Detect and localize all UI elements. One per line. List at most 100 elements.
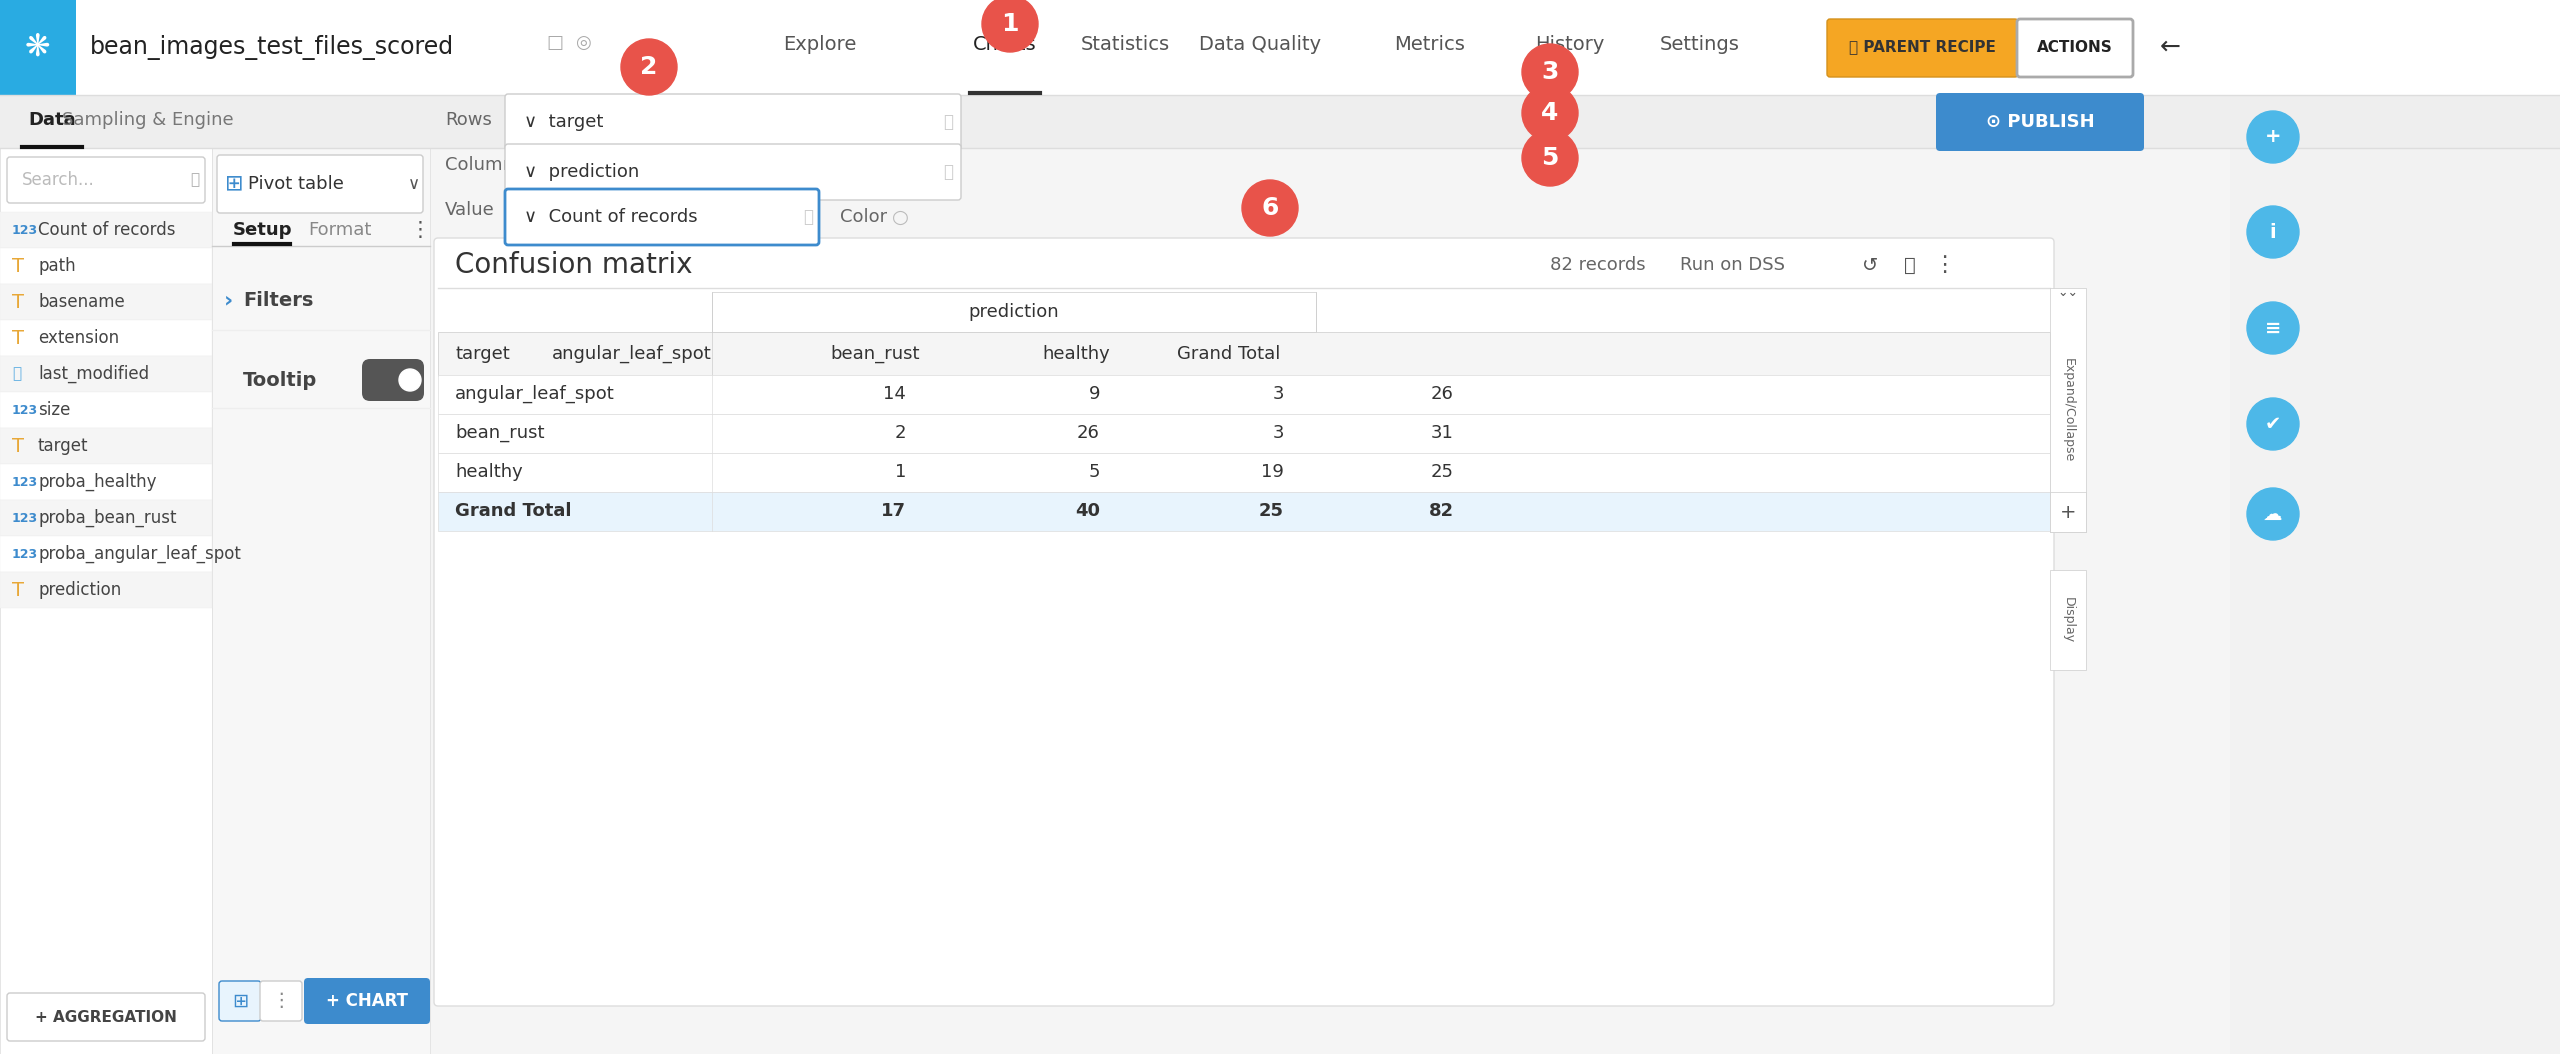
- Text: basename: basename: [38, 293, 125, 311]
- Text: proba_angular_leaf_spot: proba_angular_leaf_spot: [38, 545, 241, 563]
- FancyBboxPatch shape: [430, 95, 2230, 1054]
- Text: 82: 82: [1428, 502, 1454, 520]
- Text: ⭐ PARENT RECIPE: ⭐ PARENT RECIPE: [1848, 39, 1994, 55]
- Circle shape: [2248, 206, 2299, 258]
- Text: 2: 2: [640, 55, 658, 79]
- Text: Search...: Search...: [23, 171, 95, 189]
- FancyBboxPatch shape: [1828, 19, 2017, 77]
- Text: 🗑: 🗑: [804, 208, 814, 226]
- FancyBboxPatch shape: [2051, 570, 2086, 670]
- Text: ACTIONS: ACTIONS: [2038, 39, 2112, 55]
- Text: Confusion matrix: Confusion matrix: [456, 251, 694, 279]
- Text: proba_bean_rust: proba_bean_rust: [38, 509, 177, 527]
- FancyBboxPatch shape: [0, 572, 212, 608]
- Text: 25: 25: [1260, 502, 1285, 520]
- FancyBboxPatch shape: [8, 993, 205, 1041]
- Text: ⊞: ⊞: [233, 992, 248, 1011]
- Text: Grand Total: Grand Total: [1178, 345, 1280, 363]
- Text: Run on DSS: Run on DSS: [1679, 256, 1784, 274]
- Text: proba_healthy: proba_healthy: [38, 473, 156, 491]
- Text: T: T: [13, 436, 23, 455]
- FancyBboxPatch shape: [0, 248, 212, 284]
- Text: Sampling & Engine: Sampling & Engine: [61, 111, 233, 129]
- FancyBboxPatch shape: [8, 157, 205, 203]
- Text: healthy: healthy: [1042, 345, 1111, 363]
- Text: ⋮: ⋮: [410, 220, 430, 240]
- Circle shape: [2248, 111, 2299, 163]
- FancyBboxPatch shape: [0, 0, 2560, 95]
- Text: 5: 5: [1088, 463, 1101, 481]
- FancyBboxPatch shape: [261, 981, 302, 1021]
- Circle shape: [2248, 398, 2299, 450]
- Text: Tooltip: Tooltip: [243, 371, 317, 390]
- Circle shape: [1242, 180, 1298, 236]
- Text: ⋮: ⋮: [271, 992, 292, 1011]
- FancyBboxPatch shape: [712, 292, 1316, 332]
- Circle shape: [983, 0, 1037, 52]
- FancyBboxPatch shape: [438, 332, 2051, 376]
- Text: ∨  Count of records: ∨ Count of records: [525, 208, 699, 226]
- Text: prediction: prediction: [968, 302, 1060, 321]
- Text: Display: Display: [2061, 597, 2074, 643]
- Text: Data Quality: Data Quality: [1198, 36, 1321, 55]
- FancyBboxPatch shape: [220, 981, 261, 1021]
- Text: History: History: [1536, 36, 1605, 55]
- Text: ◎: ◎: [576, 34, 591, 52]
- Text: ⌄⌄: ⌄⌄: [2058, 286, 2079, 298]
- Text: i: i: [2271, 222, 2276, 241]
- FancyBboxPatch shape: [504, 94, 960, 150]
- Text: angular_leaf_spot: angular_leaf_spot: [553, 345, 712, 364]
- Text: Count of records: Count of records: [38, 221, 177, 239]
- Text: Charts: Charts: [973, 36, 1037, 55]
- FancyBboxPatch shape: [0, 536, 212, 572]
- Text: ›: ›: [223, 290, 233, 310]
- Text: 26: 26: [1078, 424, 1101, 442]
- FancyBboxPatch shape: [0, 0, 77, 95]
- Text: healthy: healthy: [456, 463, 522, 481]
- Text: 4: 4: [1541, 101, 1559, 125]
- Text: 25: 25: [1431, 463, 1454, 481]
- Text: 📅: 📅: [13, 367, 20, 382]
- Text: Grand Total: Grand Total: [456, 502, 571, 520]
- FancyBboxPatch shape: [2051, 288, 2086, 532]
- Text: 82 records: 82 records: [1549, 256, 1646, 274]
- Text: 3: 3: [1272, 385, 1285, 403]
- Circle shape: [1523, 85, 1577, 141]
- FancyBboxPatch shape: [305, 978, 430, 1024]
- FancyBboxPatch shape: [0, 392, 212, 428]
- Text: Setup: Setup: [233, 221, 292, 239]
- Text: Filters: Filters: [243, 291, 312, 310]
- Text: Statistics: Statistics: [1080, 36, 1170, 55]
- Text: 3: 3: [1272, 424, 1285, 442]
- Text: Pivot table: Pivot table: [248, 175, 343, 193]
- Text: path: path: [38, 257, 77, 275]
- Text: Data: Data: [28, 111, 77, 129]
- Text: T: T: [13, 581, 23, 600]
- Text: Format: Format: [307, 221, 371, 239]
- Text: 3: 3: [1541, 60, 1559, 84]
- Text: T: T: [13, 256, 23, 275]
- Text: + CHART: + CHART: [325, 992, 407, 1010]
- Text: target: target: [456, 345, 509, 363]
- FancyBboxPatch shape: [438, 375, 2051, 414]
- Text: bean_images_test_files_scored: bean_images_test_files_scored: [90, 35, 453, 59]
- FancyBboxPatch shape: [0, 500, 212, 536]
- Text: 1: 1: [1001, 12, 1019, 36]
- Text: 1: 1: [893, 463, 906, 481]
- Text: 40: 40: [1075, 502, 1101, 520]
- FancyBboxPatch shape: [0, 95, 2560, 148]
- Text: bean_rust: bean_rust: [829, 345, 919, 364]
- Circle shape: [399, 369, 420, 391]
- Text: 9: 9: [1088, 385, 1101, 403]
- Text: 123: 123: [13, 404, 38, 416]
- Text: 2: 2: [893, 424, 906, 442]
- Text: last_modified: last_modified: [38, 365, 148, 384]
- Text: 19: 19: [1262, 463, 1285, 481]
- Circle shape: [1523, 130, 1577, 186]
- FancyBboxPatch shape: [438, 492, 2051, 531]
- Text: ∨  prediction: ∨ prediction: [525, 163, 640, 181]
- Text: ≡: ≡: [2266, 318, 2281, 337]
- Text: 123: 123: [13, 511, 38, 525]
- Text: Metrics: Metrics: [1395, 36, 1464, 55]
- Text: ←: ←: [2161, 35, 2181, 59]
